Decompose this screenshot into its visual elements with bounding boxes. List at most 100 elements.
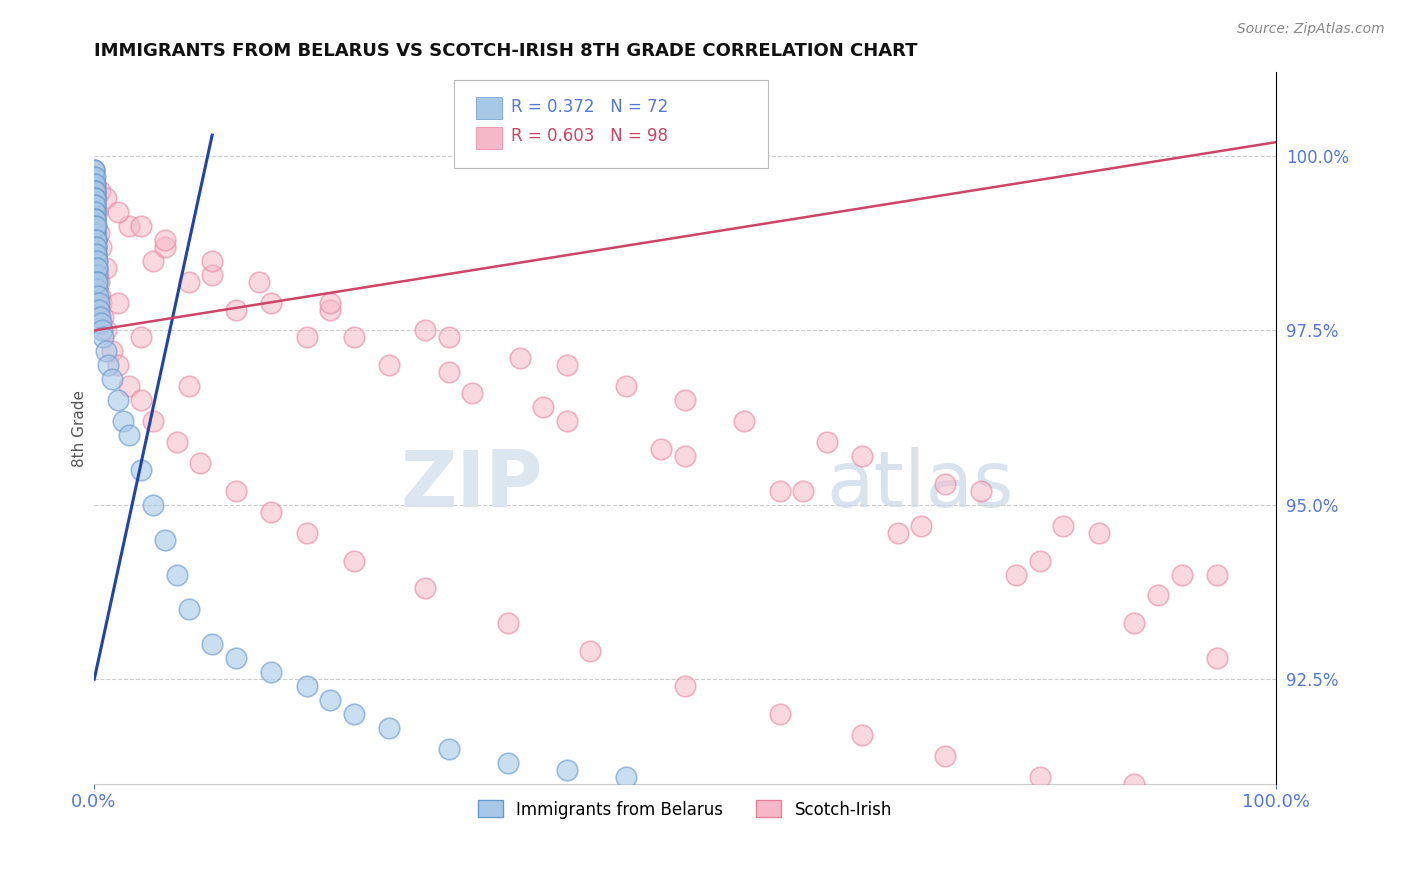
Point (1123, 777, 1146, 791)
Point (87, 226, 110, 240)
Point (177, 602, 200, 616)
Point (851, 728, 873, 742)
Point (1028, 553, 1050, 567)
Point (83, 184, 105, 198)
Point (87, 268, 110, 282)
Point (295, 679, 318, 693)
Point (86, 260, 108, 275)
Point (496, 616, 519, 631)
Point (100, 344, 122, 359)
Point (83, 169, 105, 184)
Point (84, 240, 107, 254)
Point (910, 518, 932, 533)
Point (142, 414, 165, 428)
Point (87, 275, 110, 289)
Point (142, 253, 165, 268)
Point (84, 246, 107, 260)
Point (496, 756, 519, 770)
Point (129, 393, 152, 408)
Point (437, 330, 460, 344)
Point (97, 359, 120, 373)
Y-axis label: 8th Grade: 8th Grade (72, 390, 87, 467)
Point (84, 219, 107, 233)
Point (84, 233, 107, 247)
Text: IMMIGRANTS FROM BELARUS VS SCOTCH-IRISH 8TH GRADE CORRELATION CHART: IMMIGRANTS FROM BELARUS VS SCOTCH-IRISH … (94, 42, 918, 60)
Point (83, 177, 105, 191)
Point (107, 393, 129, 408)
Point (83, 184, 105, 198)
Point (225, 483, 247, 498)
Point (1087, 525, 1109, 540)
Point (177, 275, 200, 289)
Point (94, 191, 117, 205)
Point (112, 414, 135, 428)
Point (86, 275, 108, 289)
Point (768, 706, 790, 721)
Point (84, 205, 107, 219)
Point (201, 253, 224, 268)
Point (89, 288, 111, 302)
Point (90, 295, 112, 310)
Point (93, 310, 115, 324)
Point (343, 553, 366, 567)
Point (201, 637, 224, 651)
Point (84, 211, 107, 226)
Point (90, 317, 112, 331)
Point (89, 184, 111, 198)
Point (84, 219, 107, 233)
Point (83, 163, 105, 178)
Point (84, 219, 107, 233)
Point (83, 163, 105, 178)
Point (555, 359, 578, 373)
Point (614, 770, 637, 784)
Point (260, 295, 283, 310)
Point (83, 184, 105, 198)
Text: Source: ZipAtlas.com: Source: ZipAtlas.com (1237, 22, 1385, 37)
Point (579, 644, 602, 658)
Point (93, 330, 115, 344)
Point (83, 169, 105, 184)
Point (413, 582, 436, 596)
Point (343, 330, 366, 344)
Point (153, 240, 176, 254)
Point (90, 240, 112, 254)
Point (934, 748, 956, 763)
Point (84, 240, 107, 254)
Text: atlas: atlas (827, 447, 1014, 523)
Point (792, 483, 814, 498)
Point (887, 525, 910, 540)
Point (555, 414, 578, 428)
Point (84, 233, 107, 247)
Point (83, 177, 105, 191)
Legend: Immigrants from Belarus, Scotch-Irish: Immigrants from Belarus, Scotch-Irish (471, 794, 898, 825)
Point (84, 240, 107, 254)
Point (188, 456, 211, 470)
Point (413, 323, 436, 337)
Point (249, 275, 271, 289)
Point (260, 665, 283, 680)
Point (84, 211, 107, 226)
Point (84, 246, 107, 260)
Point (83, 177, 105, 191)
Point (118, 219, 141, 233)
Point (100, 372, 122, 386)
Point (673, 679, 696, 693)
Point (768, 483, 790, 498)
FancyBboxPatch shape (475, 97, 502, 119)
Point (934, 476, 956, 491)
Point (1123, 616, 1146, 631)
Point (83, 198, 105, 212)
Text: R = 0.372   N = 72: R = 0.372 N = 72 (512, 97, 668, 116)
FancyBboxPatch shape (475, 128, 502, 149)
Point (969, 483, 991, 498)
Point (83, 184, 105, 198)
Point (86, 205, 108, 219)
Point (1052, 518, 1074, 533)
Point (107, 359, 129, 373)
Point (83, 191, 105, 205)
Point (94, 260, 117, 275)
Point (614, 379, 637, 393)
Point (107, 295, 129, 310)
Point (84, 226, 107, 240)
Point (84, 205, 107, 219)
